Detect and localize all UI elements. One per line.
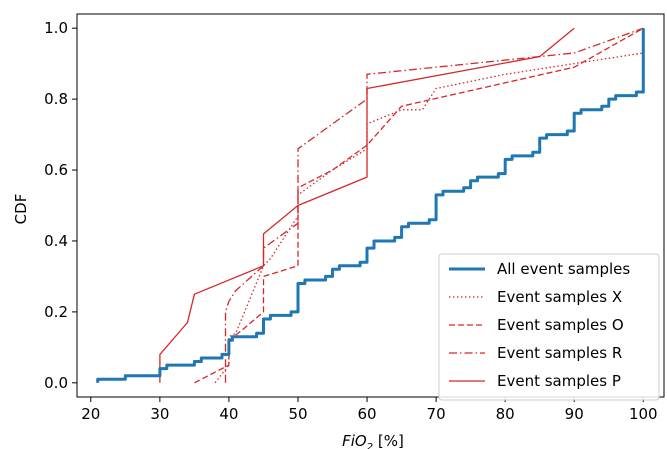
series-line-3 <box>224 27 644 383</box>
x-tick-label: 40 <box>219 405 238 423</box>
legend-label-2: Event samples O <box>497 316 624 334</box>
x-tick-label: 30 <box>150 405 169 423</box>
x-axis-label: FiO2 [%] <box>342 432 404 449</box>
ticks-layer: 20 30 40 50 60 70 80 90 100 0.0 0.2 0.4 0.6 0.8 1.0 <box>44 19 657 423</box>
series-line-1 <box>214 52 644 384</box>
series-line-0 <box>96 28 645 383</box>
legend-label-0: All event samples <box>497 260 630 278</box>
y-tick-label: 1.0 <box>44 19 68 37</box>
x-tick-label: 80 <box>496 405 515 423</box>
y-tick-label: 0.2 <box>44 303 68 321</box>
series-layer <box>96 27 645 384</box>
x-tick-label: 90 <box>565 405 584 423</box>
y-axis-label: CDF <box>12 194 30 225</box>
plot-frame <box>76 13 665 398</box>
x-tick-label: 60 <box>358 405 377 423</box>
x-tick-label: 20 <box>81 405 100 423</box>
legend-label-4: Event samples P <box>497 372 621 390</box>
y-tick-label: 0.6 <box>44 161 68 179</box>
y-tick-label: 0.0 <box>44 374 68 392</box>
legend-label-3: Event samples R <box>497 344 622 362</box>
y-tick-label: 0.8 <box>44 90 68 108</box>
series-line-4 <box>159 27 575 383</box>
x-tick-label: 70 <box>427 405 446 423</box>
legend-label-1: Event samples X <box>497 288 622 306</box>
y-tick-label: 0.4 <box>44 232 68 250</box>
x-tick-label: 50 <box>288 405 307 423</box>
axes-layer <box>76 13 665 398</box>
legend-box <box>438 253 660 401</box>
legend: All event samples Event samples X Event sa… <box>438 253 660 401</box>
x-tick-label: 100 <box>629 405 658 423</box>
